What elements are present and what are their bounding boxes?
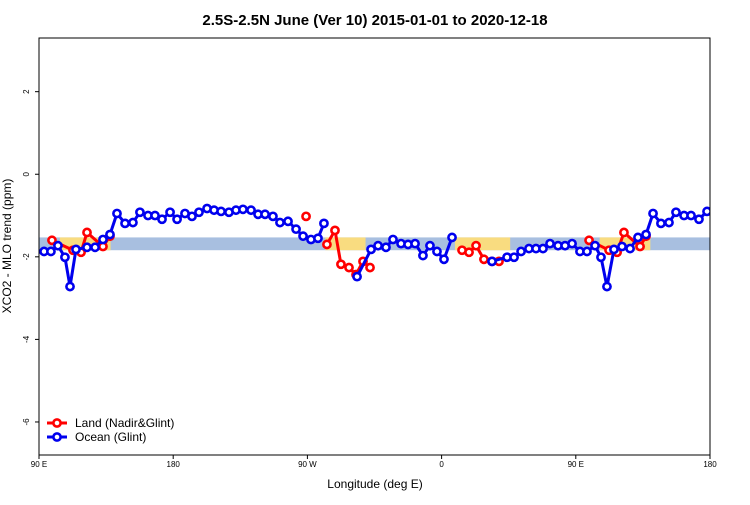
point — [187, 211, 197, 222]
point — [352, 271, 362, 282]
point — [617, 241, 627, 252]
point — [268, 211, 278, 222]
point — [381, 242, 391, 253]
point — [65, 281, 75, 292]
point — [319, 218, 329, 229]
point — [194, 207, 204, 218]
chart-title: 2.5S-2.5N June (Ver 10) 2015-01-01 to 20… — [202, 12, 547, 29]
point — [464, 247, 474, 258]
point — [238, 204, 248, 215]
point — [410, 238, 420, 249]
point — [509, 252, 519, 263]
x-tick-label: 0 — [439, 460, 444, 469]
point — [135, 207, 145, 218]
point — [90, 242, 100, 253]
point — [656, 218, 666, 229]
point — [47, 235, 57, 246]
point — [128, 217, 138, 228]
x-axis-label: Longitude (deg E) — [327, 477, 422, 491]
point — [619, 227, 629, 238]
point — [664, 217, 674, 228]
point — [246, 205, 256, 216]
point — [60, 252, 70, 263]
point — [567, 238, 577, 249]
point — [590, 240, 600, 251]
point — [487, 256, 497, 267]
point — [165, 207, 175, 218]
point — [425, 240, 435, 251]
point — [516, 246, 526, 257]
point — [373, 240, 383, 251]
land-range — [455, 237, 511, 251]
point — [671, 207, 681, 218]
point — [172, 214, 182, 225]
y-tick-label: 2 — [22, 89, 31, 94]
point — [694, 214, 704, 225]
point — [112, 208, 122, 219]
point — [283, 216, 293, 227]
point — [216, 206, 226, 217]
x-tick-label: 90 E — [31, 460, 47, 469]
point — [275, 217, 285, 228]
point — [439, 254, 449, 265]
point — [686, 210, 696, 221]
legend-marker — [52, 432, 62, 442]
point — [120, 218, 130, 229]
point — [150, 210, 160, 221]
point — [625, 243, 635, 254]
point — [365, 262, 375, 273]
plot — [39, 203, 710, 292]
point — [301, 211, 311, 222]
point — [336, 259, 346, 270]
point — [298, 231, 308, 242]
point — [447, 232, 457, 243]
point — [538, 243, 548, 254]
point — [291, 224, 301, 235]
y-axis-label: XCO2 - MLO trend (ppm) — [0, 179, 14, 314]
point — [46, 246, 56, 257]
point — [545, 238, 555, 249]
plot-frame — [38, 37, 711, 456]
point — [388, 234, 398, 245]
point — [635, 241, 645, 252]
point — [602, 281, 612, 292]
point — [648, 208, 658, 219]
point — [366, 244, 376, 255]
y-tick-label: -4 — [22, 335, 31, 343]
y-tick-label: -2 — [22, 253, 31, 261]
x-tick-label: 90 W — [298, 460, 317, 469]
point — [53, 240, 63, 251]
point — [260, 209, 270, 220]
point — [157, 214, 167, 225]
point — [330, 225, 340, 236]
point — [609, 244, 619, 255]
y-tick-label: -6 — [22, 418, 31, 426]
point — [641, 229, 651, 240]
point — [702, 206, 710, 217]
point — [71, 244, 81, 255]
legend-label: Ocean (Glint) — [75, 430, 146, 444]
legend-label: Land (Nadir&Glint) — [75, 416, 174, 430]
point — [432, 246, 442, 257]
point — [582, 246, 592, 257]
x-tick-label: 180 — [703, 460, 717, 469]
legend-marker — [52, 418, 62, 428]
point — [584, 235, 594, 246]
point — [633, 232, 643, 243]
point — [322, 239, 332, 250]
x-tick-label: 90 E — [568, 460, 584, 469]
point — [313, 233, 323, 244]
point — [105, 229, 115, 240]
y-tick-label: 0 — [22, 171, 31, 176]
point — [418, 250, 428, 261]
point — [596, 252, 606, 263]
x-tick-label: 180 — [167, 460, 181, 469]
point — [82, 242, 92, 253]
point — [479, 254, 489, 265]
point — [344, 262, 354, 273]
point — [471, 240, 481, 251]
point — [82, 227, 92, 238]
point — [98, 234, 108, 245]
